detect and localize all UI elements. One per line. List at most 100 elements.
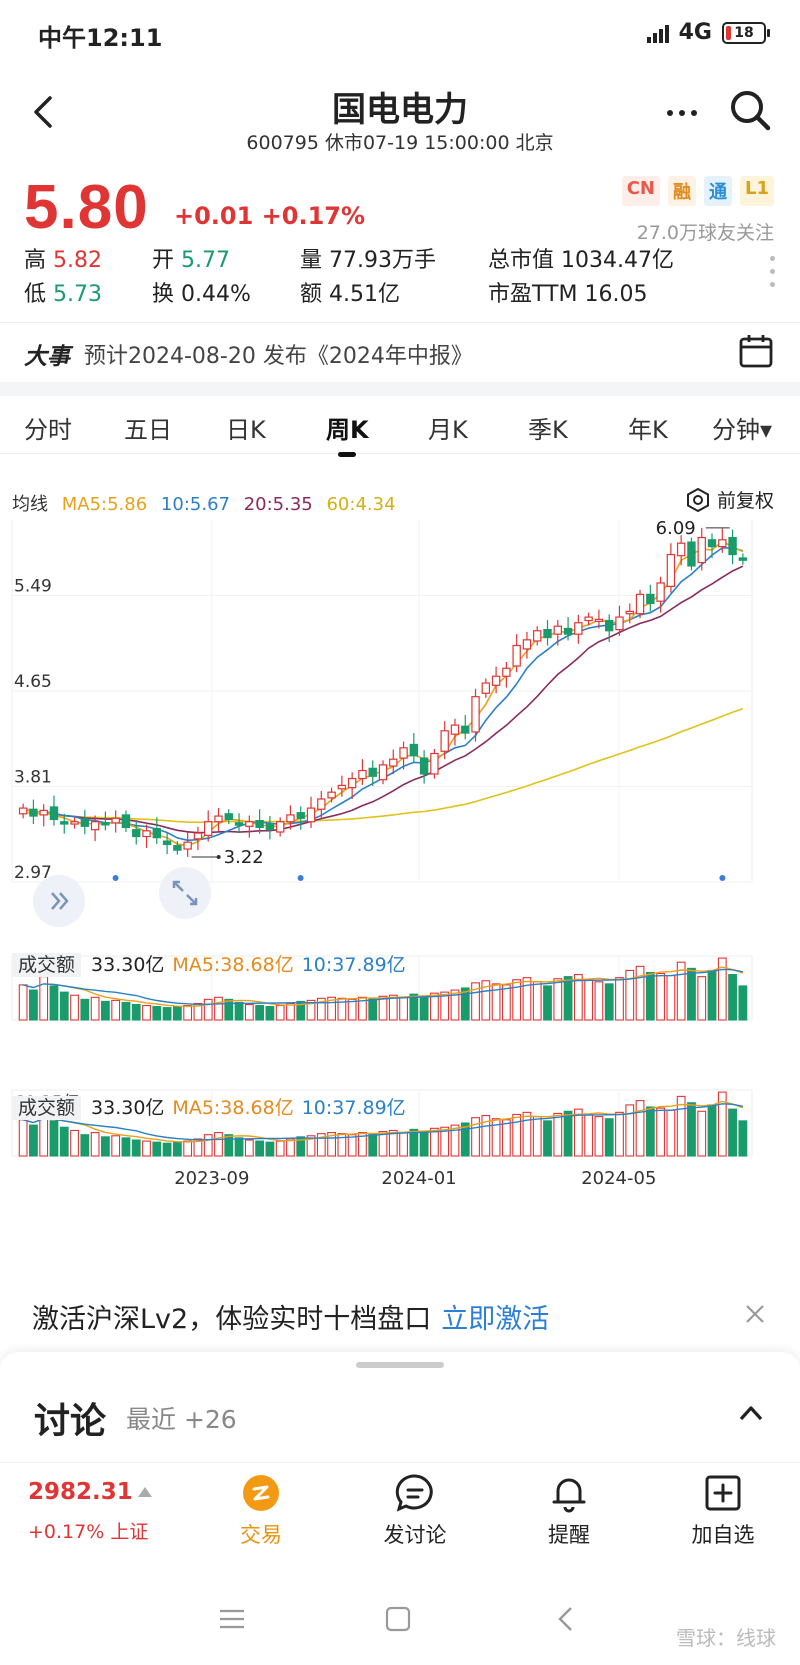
tag-level1[interactable]: L1 xyxy=(740,176,774,206)
ma-label: 均线 xyxy=(12,494,48,515)
candle-body xyxy=(584,616,593,622)
candle-body xyxy=(60,821,69,825)
tab-weekly-k[interactable]: 周K xyxy=(326,410,369,457)
volume-bar xyxy=(306,1135,316,1157)
stat-market-cap: 总市值 1034.47亿 xyxy=(488,248,674,273)
back-arrow-icon[interactable] xyxy=(26,92,66,132)
volume-bar xyxy=(265,1006,275,1021)
volume-bar xyxy=(327,996,336,1021)
candle-body xyxy=(142,830,151,838)
candle-body xyxy=(399,747,408,759)
more-icon[interactable] xyxy=(662,98,702,128)
tab-minute[interactable]: 分钟▾ xyxy=(712,416,773,444)
volume-bar xyxy=(172,1141,182,1157)
candle-body xyxy=(162,840,172,846)
candle-body xyxy=(481,682,491,694)
y-tick-label: 5.49 xyxy=(14,577,52,597)
adjust-toggle[interactable]: 前复权 xyxy=(685,486,774,513)
volume-bar xyxy=(481,980,491,1021)
chevron-up-icon[interactable] xyxy=(738,1404,764,1422)
stat-pe: 市盈TTM 16.05 xyxy=(488,282,648,307)
price-block: 5.80 +0.01 +0.17% xyxy=(24,172,365,243)
volume-bar xyxy=(399,996,408,1021)
volume-bar xyxy=(522,977,532,1021)
fullscreen-icon[interactable] xyxy=(158,866,212,920)
candle-body xyxy=(646,593,655,605)
sheet-drag-handle[interactable] xyxy=(356,1362,444,1368)
x-tick-label: 2024-05 xyxy=(581,1168,656,1189)
volume-bar xyxy=(460,987,470,1021)
volume-bar xyxy=(471,982,480,1021)
candle-body xyxy=(574,622,583,635)
calendar-icon[interactable] xyxy=(738,333,774,369)
volume-bar xyxy=(90,996,100,1021)
volume-bar xyxy=(604,1118,614,1157)
volume-bar xyxy=(728,974,737,1021)
volume-bar xyxy=(255,1004,265,1021)
home-icon[interactable] xyxy=(385,1606,411,1632)
tab-quarterly-k[interactable]: 季K xyxy=(528,416,568,444)
search-icon[interactable] xyxy=(726,86,774,134)
bottom-action-bar: 2982.31 +0.17% 上证 交易 发讨论 提醒 加自选 xyxy=(0,1462,800,1562)
menu-icon[interactable] xyxy=(218,1608,246,1630)
volume-bar xyxy=(687,967,696,1021)
candle-body xyxy=(461,725,470,734)
volume-bar xyxy=(265,1141,275,1157)
stat-turnover: 换 0.44% xyxy=(152,282,251,307)
expand-right-icon[interactable] xyxy=(32,874,86,928)
tab-intraday[interactable]: 分时 xyxy=(24,416,72,444)
tab-monthly-k[interactable]: 月K xyxy=(428,416,468,444)
trade-button[interactable]: 交易 xyxy=(196,1473,326,1549)
kline-chart[interactable]: 60.35亿 60.35亿 6.093.226.335.494.653.812.… xyxy=(0,520,800,1240)
candle-body xyxy=(121,814,131,829)
candle-body xyxy=(368,767,377,777)
status-time: 中午12:11 xyxy=(38,24,163,52)
volume-bar xyxy=(121,1001,131,1021)
candle-body xyxy=(245,821,254,827)
candle-body xyxy=(132,829,141,838)
candle-body xyxy=(255,820,264,829)
volume-bar xyxy=(728,1108,737,1157)
close-icon[interactable] xyxy=(744,1303,766,1325)
candle-body xyxy=(450,724,460,735)
volume-bar xyxy=(388,1129,398,1157)
alert-button[interactable]: 提醒 xyxy=(504,1473,634,1549)
candle-body xyxy=(635,593,645,615)
nav-back-icon[interactable] xyxy=(556,1606,574,1632)
volume-bar xyxy=(666,1109,676,1157)
watermark: 雪球：线球 xyxy=(676,1626,776,1650)
volume-bar xyxy=(553,978,563,1021)
stock-tags: CN 融 通 L1 xyxy=(621,176,774,206)
tab-five-day[interactable]: 五日 xyxy=(124,416,172,444)
volume-bar xyxy=(553,1112,563,1157)
post-discussion-button[interactable]: 发讨论 xyxy=(350,1473,480,1549)
tag-cn[interactable]: CN xyxy=(621,176,660,206)
volume-bar xyxy=(347,998,357,1021)
adjust-label: 前复权 xyxy=(716,490,774,512)
volume-bar xyxy=(440,991,450,1021)
tab-daily-k[interactable]: 日K xyxy=(226,416,266,444)
volume-bar xyxy=(131,1139,141,1157)
event-text: 预计2024-08-20 发布《2024年中报》 xyxy=(84,344,473,369)
section-divider xyxy=(0,382,800,396)
followers-count[interactable]: 27.0万球友关注 xyxy=(636,222,774,244)
event-row[interactable]: 大事 预计2024-08-20 发布《2024年中报》 xyxy=(0,322,800,382)
volume-bar xyxy=(100,1136,110,1157)
volume-legend-1: 成交额 33.30亿 MA5:38.68亿 10:37.89亿 xyxy=(12,950,406,977)
volume-bar xyxy=(532,981,542,1021)
ma60-value: 60:4.34 xyxy=(326,494,396,515)
candle-body xyxy=(183,841,192,850)
stats-more-icon[interactable] xyxy=(770,256,776,296)
activate-link[interactable]: 立即激活 xyxy=(441,1304,550,1335)
volume-bar xyxy=(512,979,522,1021)
candle-body xyxy=(337,784,347,790)
add-watchlist-button[interactable]: 加自选 xyxy=(658,1473,788,1549)
tag-margin[interactable]: 融 xyxy=(668,176,696,206)
status-indicators: 4G 18 xyxy=(646,20,770,45)
volume-bar xyxy=(656,972,666,1021)
ma20-line xyxy=(22,565,744,834)
tag-connect[interactable]: 通 xyxy=(704,176,732,206)
volume-bar xyxy=(224,998,234,1021)
tab-yearly-k[interactable]: 年K xyxy=(628,416,668,444)
discussion-sheet[interactable]: 讨论 最近 +26 xyxy=(0,1352,800,1462)
